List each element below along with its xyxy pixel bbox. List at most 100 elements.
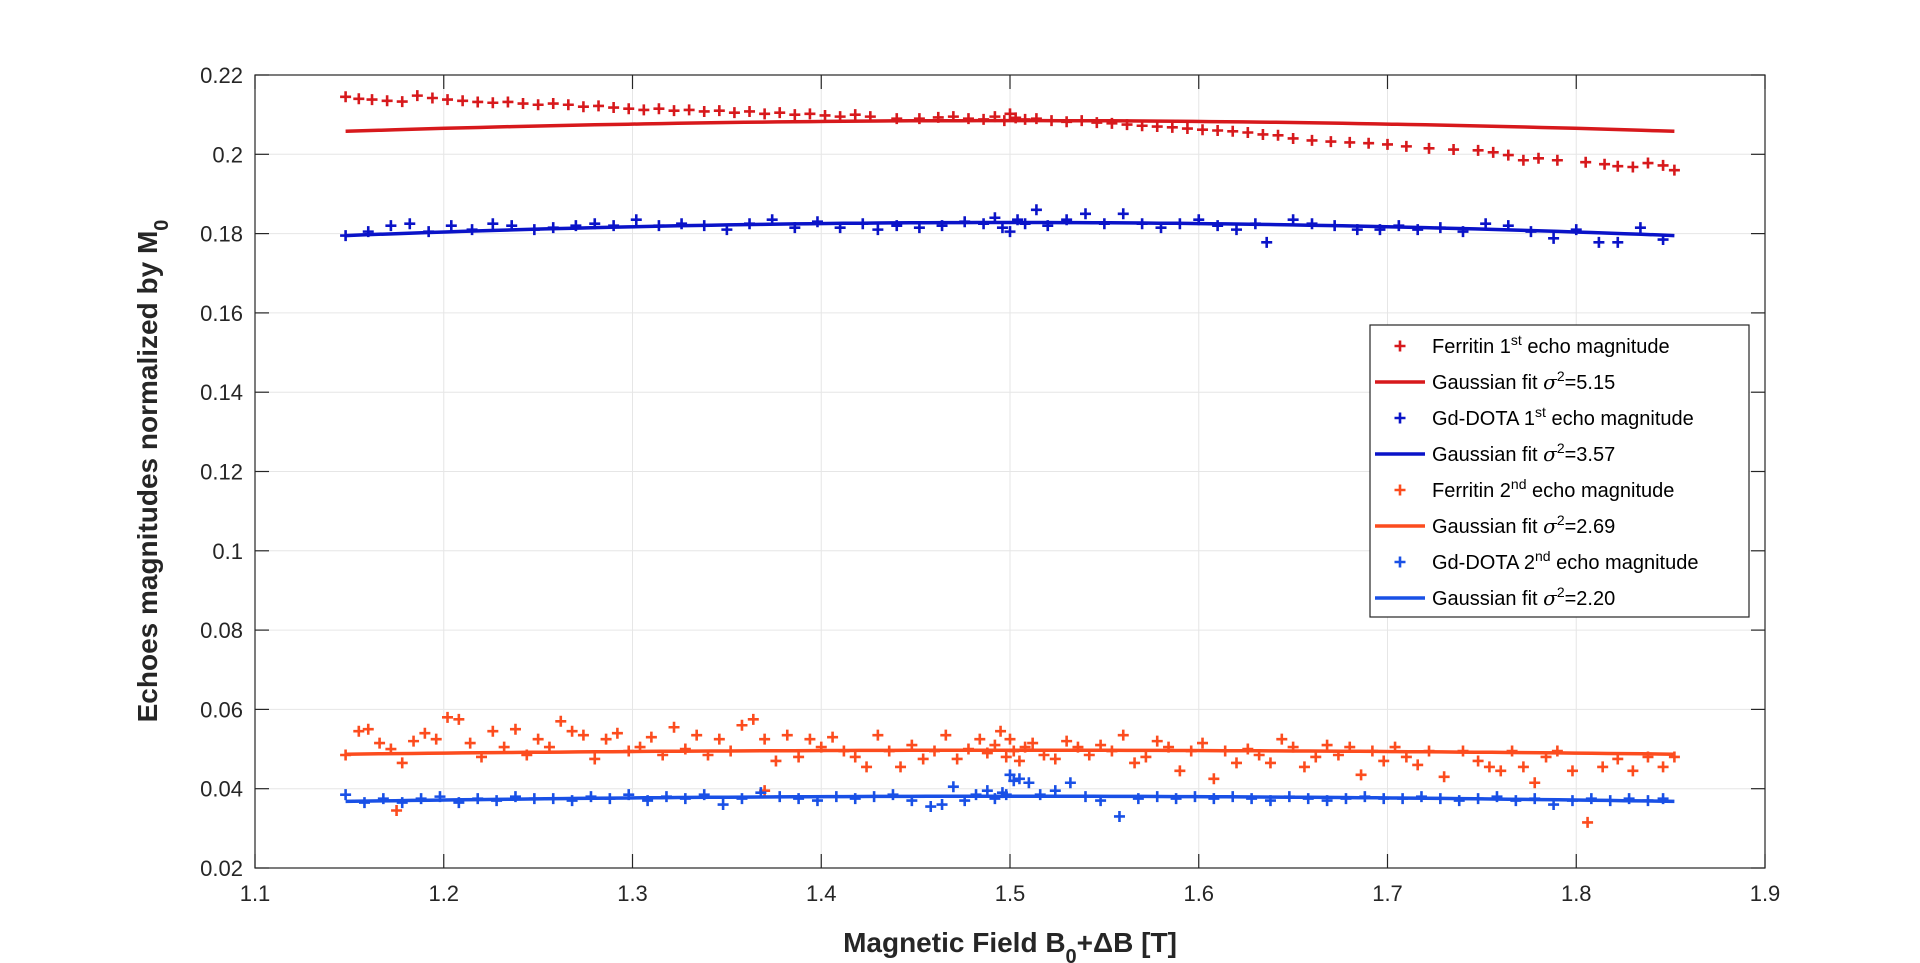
data-point <box>1551 154 1563 166</box>
data-point <box>1472 755 1484 767</box>
data-point <box>396 96 408 108</box>
data-point <box>1174 765 1186 777</box>
data-point <box>668 721 680 733</box>
legend-label: Gd-DOTA 1st echo magnitude <box>1432 404 1694 430</box>
data-point <box>1208 773 1220 785</box>
data-point <box>419 727 431 739</box>
data-point <box>391 805 403 817</box>
data-point <box>1657 761 1669 773</box>
data-point <box>453 713 465 725</box>
data-point <box>1548 232 1560 244</box>
data-point <box>353 725 365 737</box>
data-point <box>1551 745 1563 757</box>
data-point <box>1004 108 1016 120</box>
data-point <box>1276 733 1288 745</box>
data-point <box>426 92 438 104</box>
legend-item: Gd-DOTA 1st echo magnitude <box>1394 404 1694 430</box>
data-point <box>1197 124 1209 136</box>
data-point <box>728 107 740 119</box>
data-point <box>1049 753 1061 765</box>
data-point <box>951 753 963 765</box>
data-point <box>442 711 454 723</box>
legend-item: Gd-DOTA 2nd echo magnitude <box>1394 548 1698 574</box>
data-point <box>577 101 589 113</box>
data-point <box>1064 777 1076 789</box>
data-point <box>1487 146 1499 158</box>
legend-item: Gaussian fit σ2=3.57 <box>1375 440 1615 466</box>
data-point <box>1657 159 1669 171</box>
y-tick-label: 0.1 <box>212 539 243 564</box>
series-3 <box>345 220 1675 238</box>
data-point <box>872 729 884 741</box>
data-point <box>645 731 657 743</box>
data-point <box>1242 126 1254 138</box>
y-axis: 0.02 0.04 0.06 0.08 0.1 0.12 0.14 0.16 0.18 0.2 0.… <box>200 63 1765 881</box>
data-point <box>555 715 567 727</box>
data-point <box>789 109 801 121</box>
data-point <box>353 93 365 105</box>
data-point <box>1412 759 1424 771</box>
x-axis: 1.1 1.2 1.3 1.4 1.5 1.6 1.7 1.8 1.9 <box>240 75 1780 906</box>
data-point <box>1080 208 1091 220</box>
data-point <box>1580 156 1592 168</box>
legend-label-text: Gaussian fit <box>1432 372 1543 394</box>
data-point <box>827 731 839 743</box>
data-point <box>759 108 771 120</box>
data-point <box>577 729 589 741</box>
data-point <box>1566 765 1578 777</box>
data-point <box>498 741 510 753</box>
data-point <box>917 753 929 765</box>
data-point <box>547 98 559 110</box>
data-point <box>1495 765 1507 777</box>
data-point <box>362 723 374 735</box>
data-point <box>1166 121 1178 133</box>
data-point <box>1117 208 1129 220</box>
data-point <box>487 725 499 737</box>
data-point <box>1517 154 1529 166</box>
data-point <box>691 729 703 741</box>
legend-label-superscript: 2 <box>1557 368 1565 384</box>
legend-label-sigma: σ <box>1543 586 1558 610</box>
legend-label-text-tail: =3.57 <box>1565 444 1616 466</box>
data-point <box>887 789 899 801</box>
legend-marker <box>1394 412 1406 424</box>
data-point <box>1599 158 1611 170</box>
data-point <box>895 761 907 773</box>
data-point <box>1298 761 1310 773</box>
data-point <box>1129 757 1141 769</box>
data-point <box>566 725 578 737</box>
data-point <box>1113 810 1125 822</box>
data-point <box>1483 761 1495 773</box>
data-point <box>487 218 499 230</box>
data-point <box>1140 751 1152 763</box>
data-point <box>936 799 948 811</box>
legend-label-superscript: 2 <box>1557 440 1565 456</box>
data-point <box>1642 157 1654 169</box>
data-point <box>974 733 986 745</box>
x-axis-title-tail: +ΔB [T] <box>1077 927 1177 958</box>
series-1 <box>345 118 1675 134</box>
data-point <box>698 105 710 117</box>
legend-label: Gaussian fit σ2=3.57 <box>1432 440 1615 466</box>
data-point <box>774 107 786 119</box>
fit-line <box>345 118 1675 134</box>
data-point <box>600 733 612 745</box>
legend-label-text-tail: echo magnitude <box>1546 408 1694 430</box>
data-point <box>811 216 823 228</box>
data-point <box>411 90 423 102</box>
data-point <box>759 733 771 745</box>
data-point <box>925 801 937 813</box>
data-point <box>593 100 605 112</box>
data-point <box>717 799 729 811</box>
data-point <box>1117 729 1129 741</box>
series-5 <box>345 748 1675 756</box>
data-point <box>509 723 521 735</box>
legend-label-text-tail: echo magnitude <box>1526 480 1674 502</box>
data-point <box>1502 149 1514 161</box>
data-point <box>630 214 642 226</box>
data-point <box>1344 136 1356 148</box>
data-point <box>1593 236 1605 248</box>
y-tick-label: 0.04 <box>200 777 243 802</box>
data-point <box>1363 137 1375 149</box>
